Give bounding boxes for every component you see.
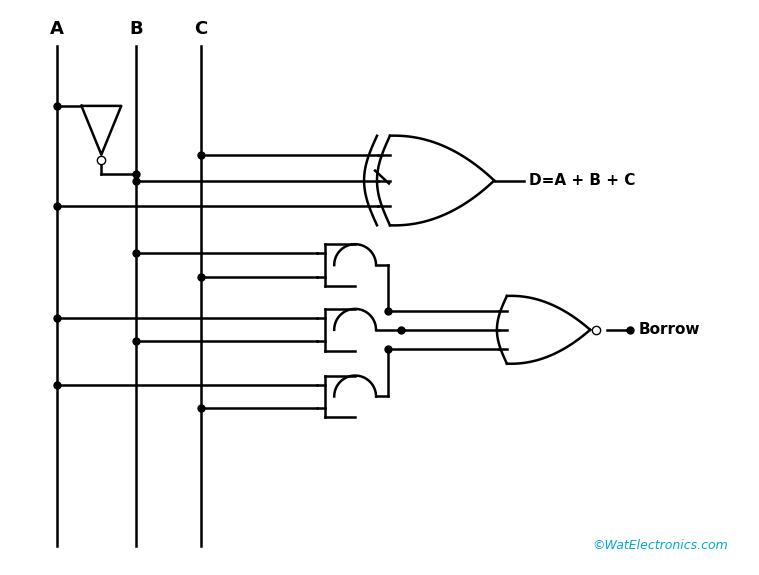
Text: A: A bbox=[49, 20, 64, 38]
Text: Borrow: Borrow bbox=[638, 323, 700, 338]
Text: ©WatElectronics.com: ©WatElectronics.com bbox=[593, 539, 729, 552]
Text: C: C bbox=[194, 20, 207, 38]
Text: D=A + B + C: D=A + B + C bbox=[529, 173, 635, 188]
Text: B: B bbox=[129, 20, 143, 38]
